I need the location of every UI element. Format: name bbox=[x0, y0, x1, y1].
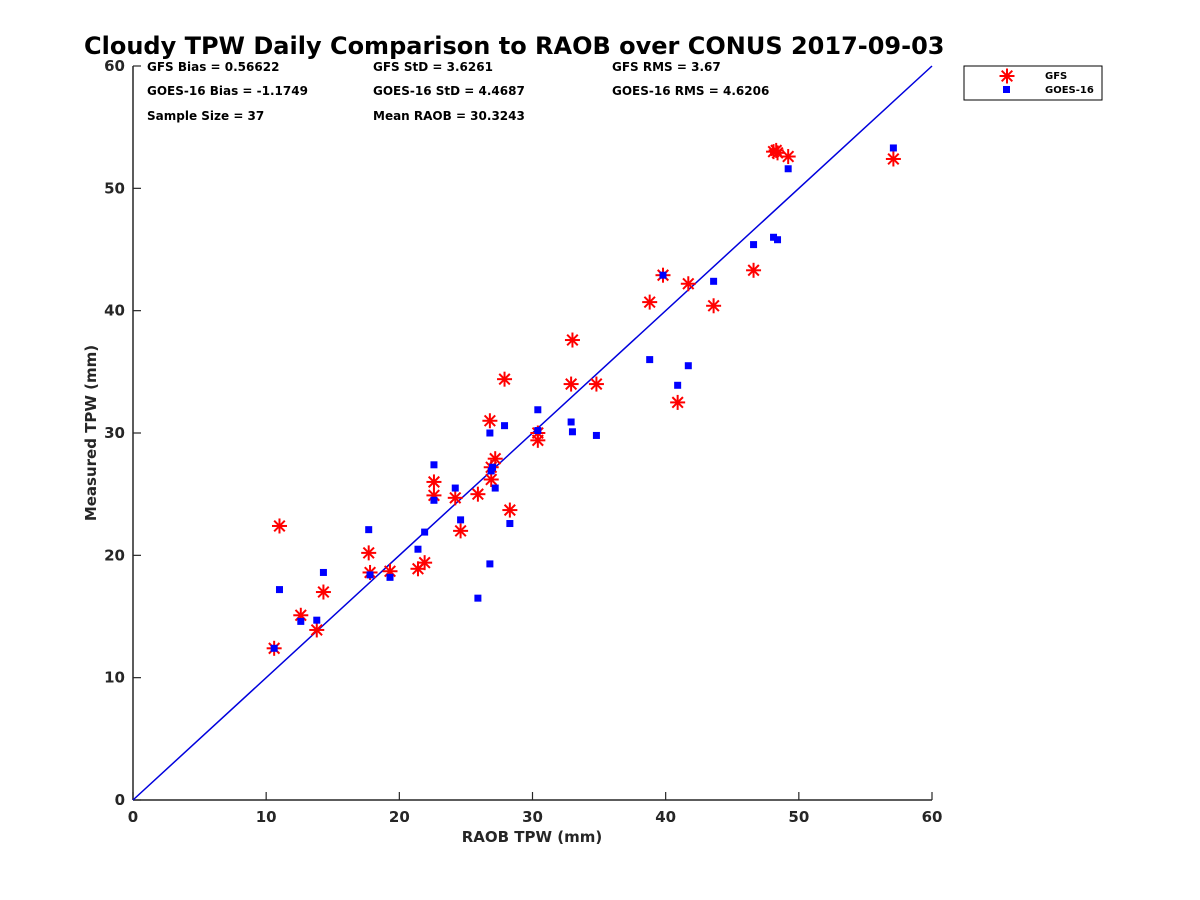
legend: GFS GOES-16 bbox=[963, 65, 1103, 101]
gfs-point bbox=[885, 151, 901, 167]
legend-goes16-label: GOES-16 bbox=[1045, 85, 1094, 96]
goes16-point bbox=[430, 461, 438, 469]
legend-goes16-square-icon bbox=[1003, 86, 1010, 93]
gfs-point bbox=[563, 376, 579, 392]
goes16-point bbox=[592, 431, 600, 439]
plot-area: 0 10 20 30 40 50 60 0 10 20 30 40 50 60 bbox=[104, 57, 942, 826]
goes16-point bbox=[750, 241, 758, 249]
goes16-point bbox=[889, 144, 897, 152]
goes16-rms-stat: GOES-16 RMS = 4.6206 bbox=[612, 84, 769, 98]
y-tick-label: 10 bbox=[104, 669, 125, 687]
gfs-point bbox=[746, 262, 762, 278]
gfs-point bbox=[309, 622, 325, 638]
gfs-point bbox=[361, 545, 377, 561]
y-tick-label: 30 bbox=[104, 424, 125, 442]
goes16-point bbox=[297, 617, 305, 625]
x-tick-label: 20 bbox=[389, 808, 410, 826]
goes16-point bbox=[567, 418, 575, 426]
gfs-rms-stat: GFS RMS = 3.67 bbox=[612, 60, 721, 74]
mean-raob-stat: Mean RAOB = 30.3243 bbox=[373, 109, 525, 123]
goes16-point bbox=[674, 381, 682, 389]
gfs-point bbox=[588, 376, 604, 392]
goes16-point bbox=[457, 516, 465, 524]
y-tick-label: 50 bbox=[104, 179, 125, 197]
gfs-point bbox=[482, 413, 498, 429]
goes16-point bbox=[568, 428, 576, 436]
gfs-point bbox=[447, 490, 463, 506]
goes16-point bbox=[386, 573, 394, 581]
gfs-point bbox=[453, 523, 469, 539]
gfs-point bbox=[271, 518, 287, 534]
goes16-point bbox=[430, 496, 438, 504]
gfs-point bbox=[417, 555, 433, 571]
goes16-series bbox=[270, 144, 897, 652]
goes16-point bbox=[501, 422, 509, 430]
y-axis-label: Measured TPW (mm) bbox=[82, 345, 100, 521]
gfs-point bbox=[497, 371, 513, 387]
x-tick-label: 40 bbox=[655, 808, 676, 826]
gfs-point bbox=[293, 607, 309, 623]
y-tick-label: 0 bbox=[115, 791, 125, 809]
gfs-series bbox=[266, 142, 901, 656]
goes16-point bbox=[710, 277, 718, 285]
sample-size-stat: Sample Size = 37 bbox=[147, 109, 264, 123]
stats-annotations: GFS Bias = 0.56622 GFS StD = 3.6261 GFS … bbox=[147, 60, 769, 123]
goes16-point bbox=[319, 568, 327, 576]
goes16-point bbox=[365, 526, 373, 534]
x-axis-label: RAOB TPW (mm) bbox=[462, 828, 603, 846]
goes16-std-stat: GOES-16 StD = 4.4687 bbox=[373, 84, 525, 98]
goes16-point bbox=[659, 271, 667, 279]
legend-box bbox=[963, 65, 1103, 101]
goes16-point bbox=[784, 165, 792, 173]
goes16-point bbox=[414, 545, 422, 553]
gfs-point bbox=[642, 294, 658, 310]
goes16-point bbox=[474, 594, 482, 602]
gfs-point bbox=[670, 394, 686, 410]
goes16-point bbox=[486, 560, 494, 568]
gfs-point bbox=[502, 502, 518, 518]
gfs-point bbox=[487, 451, 503, 467]
goes16-point bbox=[366, 571, 374, 579]
goes16-point bbox=[451, 484, 459, 492]
goes16-point bbox=[275, 586, 283, 594]
goes16-point bbox=[684, 362, 692, 370]
goes16-point bbox=[770, 233, 778, 241]
goes16-point bbox=[313, 616, 321, 624]
x-tick-label: 10 bbox=[256, 808, 277, 826]
legend-gfs-asterisk-icon bbox=[999, 68, 1015, 84]
goes16-point bbox=[486, 429, 494, 437]
goes16-point bbox=[506, 520, 514, 528]
gfs-std-stat: GFS StD = 3.6261 bbox=[373, 60, 493, 74]
gfs-point bbox=[315, 584, 331, 600]
legend-gfs-label: GFS bbox=[1045, 71, 1067, 82]
y-tick-label: 20 bbox=[104, 546, 125, 564]
x-tick-label: 60 bbox=[922, 808, 943, 826]
gfs-point bbox=[470, 486, 486, 502]
legend-gfs-asterisk bbox=[999, 68, 1015, 84]
goes16-point bbox=[646, 356, 654, 364]
y-tick-label: 40 bbox=[104, 302, 125, 320]
goes16-point bbox=[491, 484, 499, 492]
goes16-point bbox=[421, 528, 429, 536]
chart-title: Cloudy TPW Daily Comparison to RAOB over… bbox=[84, 32, 944, 60]
goes16-point bbox=[534, 406, 542, 414]
x-tick-label: 30 bbox=[522, 808, 543, 826]
gfs-bias-stat: GFS Bias = 0.56622 bbox=[147, 60, 279, 74]
goes16-point bbox=[489, 463, 497, 471]
gfs-point bbox=[706, 298, 722, 314]
goes16-bias-stat: GOES-16 Bias = -1.1749 bbox=[147, 84, 308, 98]
goes16-point bbox=[487, 467, 495, 475]
goes16-point bbox=[534, 427, 542, 435]
gfs-point bbox=[770, 145, 786, 161]
gfs-point bbox=[426, 474, 442, 490]
gfs-point bbox=[564, 332, 580, 348]
goes16-point bbox=[774, 236, 782, 244]
goes16-point bbox=[270, 644, 278, 652]
gfs-point bbox=[780, 149, 796, 165]
x-tick-label: 50 bbox=[788, 808, 809, 826]
x-tick-label: 0 bbox=[128, 808, 138, 826]
gfs-point bbox=[680, 276, 696, 292]
y-tick-label: 60 bbox=[104, 57, 125, 75]
